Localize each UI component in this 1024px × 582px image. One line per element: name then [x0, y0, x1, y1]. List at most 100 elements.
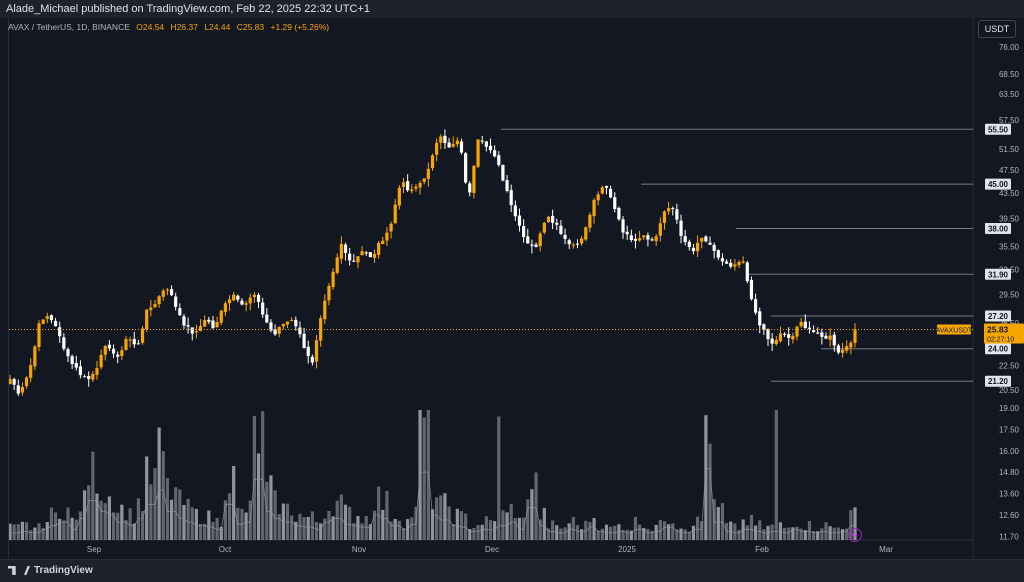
candle-body[interactable]: [555, 222, 559, 225]
candle-body[interactable]: [256, 294, 261, 302]
candle-body[interactable]: [103, 345, 107, 355]
candle-body[interactable]: [708, 242, 712, 245]
candle-body[interactable]: [372, 253, 377, 258]
candle-body[interactable]: [41, 319, 45, 324]
candle-body[interactable]: [762, 324, 766, 330]
candle-body[interactable]: [803, 321, 807, 329]
candle-body[interactable]: [613, 197, 617, 209]
candle-body[interactable]: [832, 334, 836, 346]
candle-body[interactable]: [828, 335, 832, 340]
candle-body[interactable]: [364, 252, 368, 254]
candle-body[interactable]: [319, 318, 323, 341]
candle-body[interactable]: [107, 344, 112, 349]
candle-body[interactable]: [646, 235, 650, 240]
candle-body[interactable]: [203, 320, 207, 327]
candle-body[interactable]: [339, 243, 343, 259]
candle-body[interactable]: [236, 295, 240, 300]
candle-body[interactable]: [422, 178, 426, 182]
candle-body[interactable]: [737, 261, 741, 266]
candle-body[interactable]: [704, 236, 708, 242]
candle-body[interactable]: [638, 238, 642, 241]
candle-body[interactable]: [393, 204, 397, 224]
candle-body[interactable]: [99, 354, 103, 368]
candle-body[interactable]: [29, 365, 33, 378]
candle-body[interactable]: [530, 244, 534, 246]
candle-body[interactable]: [571, 244, 575, 246]
candle-body[interactable]: [285, 321, 290, 325]
candle-body[interactable]: [377, 242, 381, 255]
candle-body[interactable]: [683, 236, 687, 243]
candle-body[interactable]: [443, 135, 447, 144]
candle-body[interactable]: [464, 153, 468, 183]
candle-body[interactable]: [207, 319, 211, 322]
candle-body[interactable]: [95, 368, 99, 375]
candle-body[interactable]: [733, 264, 737, 267]
candle-body[interactable]: [654, 236, 658, 242]
candle-body[interactable]: [484, 141, 488, 147]
candle-body[interactable]: [91, 373, 95, 380]
candle-body[interactable]: [435, 142, 439, 155]
candle-body[interactable]: [356, 256, 360, 263]
candle-body[interactable]: [538, 233, 542, 247]
candle-body[interactable]: [58, 327, 62, 337]
candle-body[interactable]: [563, 234, 567, 239]
candle-body[interactable]: [145, 309, 149, 330]
candle-body[interactable]: [410, 189, 414, 192]
candle-body[interactable]: [820, 332, 824, 337]
candle-body[interactable]: [758, 311, 762, 326]
candle-body[interactable]: [468, 183, 472, 193]
candle-body[interactable]: [327, 285, 331, 301]
candle-body[interactable]: [782, 333, 787, 335]
candle-body[interactable]: [335, 257, 339, 273]
candle-body[interactable]: [116, 354, 120, 357]
candle-body[interactable]: [459, 141, 464, 153]
candle-body[interactable]: [252, 294, 256, 298]
candle-body[interactable]: [269, 322, 273, 331]
candle-body[interactable]: [787, 334, 791, 338]
candle-body[interactable]: [227, 299, 232, 304]
candle-body[interactable]: [604, 186, 609, 188]
candle-body[interactable]: [509, 190, 513, 206]
candle-body[interactable]: [389, 223, 393, 232]
candle-body[interactable]: [451, 144, 455, 147]
candle-body[interactable]: [45, 316, 49, 319]
candle-body[interactable]: [49, 315, 54, 321]
candle-body[interactable]: [824, 335, 828, 339]
candle-body[interactable]: [513, 205, 517, 217]
candle-body[interactable]: [795, 326, 799, 337]
candle-body[interactable]: [244, 303, 248, 305]
candle-body[interactable]: [132, 338, 136, 345]
candle-body[interactable]: [165, 289, 170, 291]
candle-body[interactable]: [811, 330, 816, 333]
candle-body[interactable]: [418, 182, 422, 188]
candle-body[interactable]: [430, 155, 435, 169]
candle-body[interactable]: [671, 207, 675, 209]
candle-body[interactable]: [778, 333, 783, 342]
candle-body[interactable]: [596, 194, 600, 201]
candle-body[interactable]: [360, 251, 364, 256]
candle-body[interactable]: [120, 350, 124, 357]
candle-body[interactable]: [232, 294, 236, 301]
candle-body[interactable]: [695, 242, 700, 252]
candle-body[interactable]: [816, 332, 820, 334]
candle-body[interactable]: [840, 349, 845, 353]
candle-body[interactable]: [169, 289, 174, 296]
candle-body[interactable]: [716, 250, 720, 258]
candle-body[interactable]: [600, 187, 604, 194]
candle-body[interactable]: [774, 340, 778, 345]
candle-body[interactable]: [807, 327, 812, 329]
candle-body[interactable]: [302, 333, 306, 348]
candle-body[interactable]: [497, 155, 501, 165]
candle-body[interactable]: [667, 208, 671, 212]
candle-body[interactable]: [186, 325, 190, 327]
candle-body[interactable]: [277, 327, 281, 334]
candle-body[interactable]: [190, 327, 194, 334]
candle-body[interactable]: [140, 328, 145, 343]
candle-body[interactable]: [546, 216, 551, 223]
candle-body[interactable]: [472, 165, 476, 193]
candle-body[interactable]: [700, 237, 704, 242]
candle-body[interactable]: [493, 150, 497, 157]
candle-body[interactable]: [501, 164, 505, 181]
candle-body[interactable]: [12, 379, 16, 385]
candle-body[interactable]: [633, 238, 638, 241]
